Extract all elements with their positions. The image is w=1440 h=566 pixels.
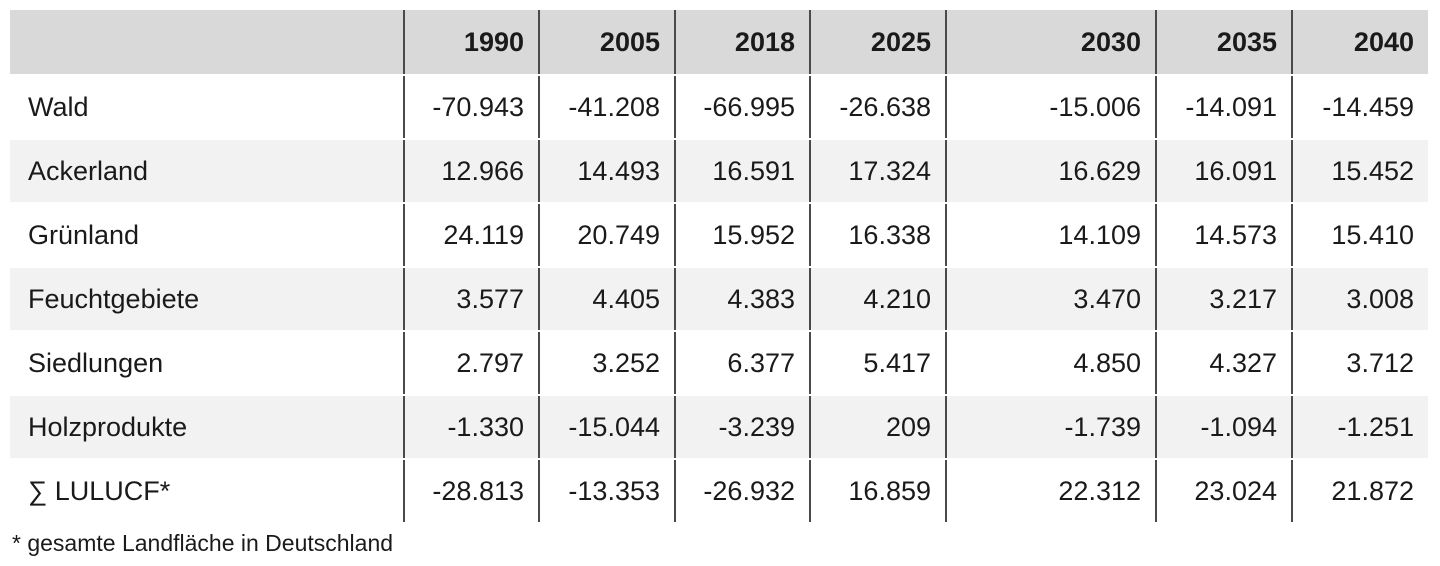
table-cell: 3.217 [1155,267,1292,332]
header-year-2035: 2035 [1155,10,1292,76]
table-row-siedlungen: Siedlungen 2.797 3.252 6.377 5.417 4.850… [10,331,1428,396]
table-cell: 4.383 [674,267,810,332]
table-cell: 16.859 [809,459,946,524]
table-cell: -14.091 [1155,75,1292,140]
table-cell: -28.813 [403,459,539,524]
row-label: ∑ LULUCF* [10,459,404,524]
table-cell: -1.251 [1291,395,1428,460]
header-year-2030: 2030 [945,10,1156,76]
table-cell: 3.470 [945,267,1156,332]
table-cell: 5.417 [809,331,946,396]
table-cell: 2.797 [403,331,539,396]
table-cell: 14.109 [945,203,1156,268]
table-row-wald: Wald -70.943 -41.208 -66.995 -26.638 -15… [10,75,1428,140]
table-cell: -26.932 [674,459,810,524]
header-year-2005: 2005 [538,10,675,76]
table-cell: 17.324 [809,139,946,204]
table-cell: 16.091 [1155,139,1292,204]
table-cell: 14.493 [538,139,675,204]
table-cell: -14.459 [1291,75,1428,140]
table-cell: 20.749 [538,203,675,268]
table-cell: 4.850 [945,331,1156,396]
header-year-1990: 1990 [403,10,539,76]
table-cell: 15.410 [1291,203,1428,268]
table-cell: 16.629 [945,139,1156,204]
table-cell: 4.327 [1155,331,1292,396]
table-cell: 16.338 [809,203,946,268]
table-cell: 3.008 [1291,267,1428,332]
footnote: * gesamte Landfläche in Deutschland [12,530,394,556]
table-cell: -1.739 [945,395,1156,460]
table-cell: -66.995 [674,75,810,140]
table-cell: 15.952 [674,203,810,268]
lulucf-table-container: 1990 2005 2018 2025 2030 2035 2040 Wald … [10,10,1428,524]
row-label: Ackerland [10,139,404,204]
table-cell: -3.239 [674,395,810,460]
table-row-ackerland: Ackerland 12.966 14.493 16.591 17.324 16… [10,139,1428,204]
table-cell: 3.252 [538,331,675,396]
table-cell: -1.094 [1155,395,1292,460]
table-row-feuchtgebiete: Feuchtgebiete 3.577 4.405 4.383 4.210 3.… [10,267,1428,332]
header-year-2018: 2018 [674,10,810,76]
table-row-gruenland: Grünland 24.119 20.749 15.952 16.338 14.… [10,203,1428,268]
row-label: Feuchtgebiete [10,267,404,332]
table-cell: -70.943 [403,75,539,140]
table-cell: 4.405 [538,267,675,332]
row-label: Grünland [10,203,404,268]
row-label: Holzprodukte [10,395,404,460]
header-label-cell [10,10,404,76]
table-cell: 23.024 [1155,459,1292,524]
table-cell: -26.638 [809,75,946,140]
header-year-2025: 2025 [809,10,946,76]
table-cell: 4.210 [809,267,946,332]
table-cell: 24.119 [403,203,539,268]
table-cell: 21.872 [1291,459,1428,524]
table-cell: -1.330 [403,395,539,460]
table-cell: 3.712 [1291,331,1428,396]
table-row-holzprodukte: Holzprodukte -1.330 -15.044 -3.239 209 -… [10,395,1428,460]
table-cell: 14.573 [1155,203,1292,268]
table-header-row: 1990 2005 2018 2025 2030 2035 2040 [10,10,1428,76]
row-label: Siedlungen [10,331,404,396]
lulucf-table: 1990 2005 2018 2025 2030 2035 2040 Wald … [10,10,1428,524]
table-row-lulucf-total: ∑ LULUCF* -28.813 -13.353 -26.932 16.859… [10,459,1428,524]
table-cell: 209 [809,395,946,460]
header-year-2040: 2040 [1291,10,1428,76]
row-label: Wald [10,75,404,140]
table-cell: -41.208 [538,75,675,140]
table-cell: 3.577 [403,267,539,332]
table-cell: -15.044 [538,395,675,460]
table-cell: 15.452 [1291,139,1428,204]
table-cell: -13.353 [538,459,675,524]
table-cell: -15.006 [945,75,1156,140]
table-cell: 22.312 [945,459,1156,524]
table-cell: 16.591 [674,139,810,204]
table-cell: 6.377 [674,331,810,396]
table-cell: 12.966 [403,139,539,204]
